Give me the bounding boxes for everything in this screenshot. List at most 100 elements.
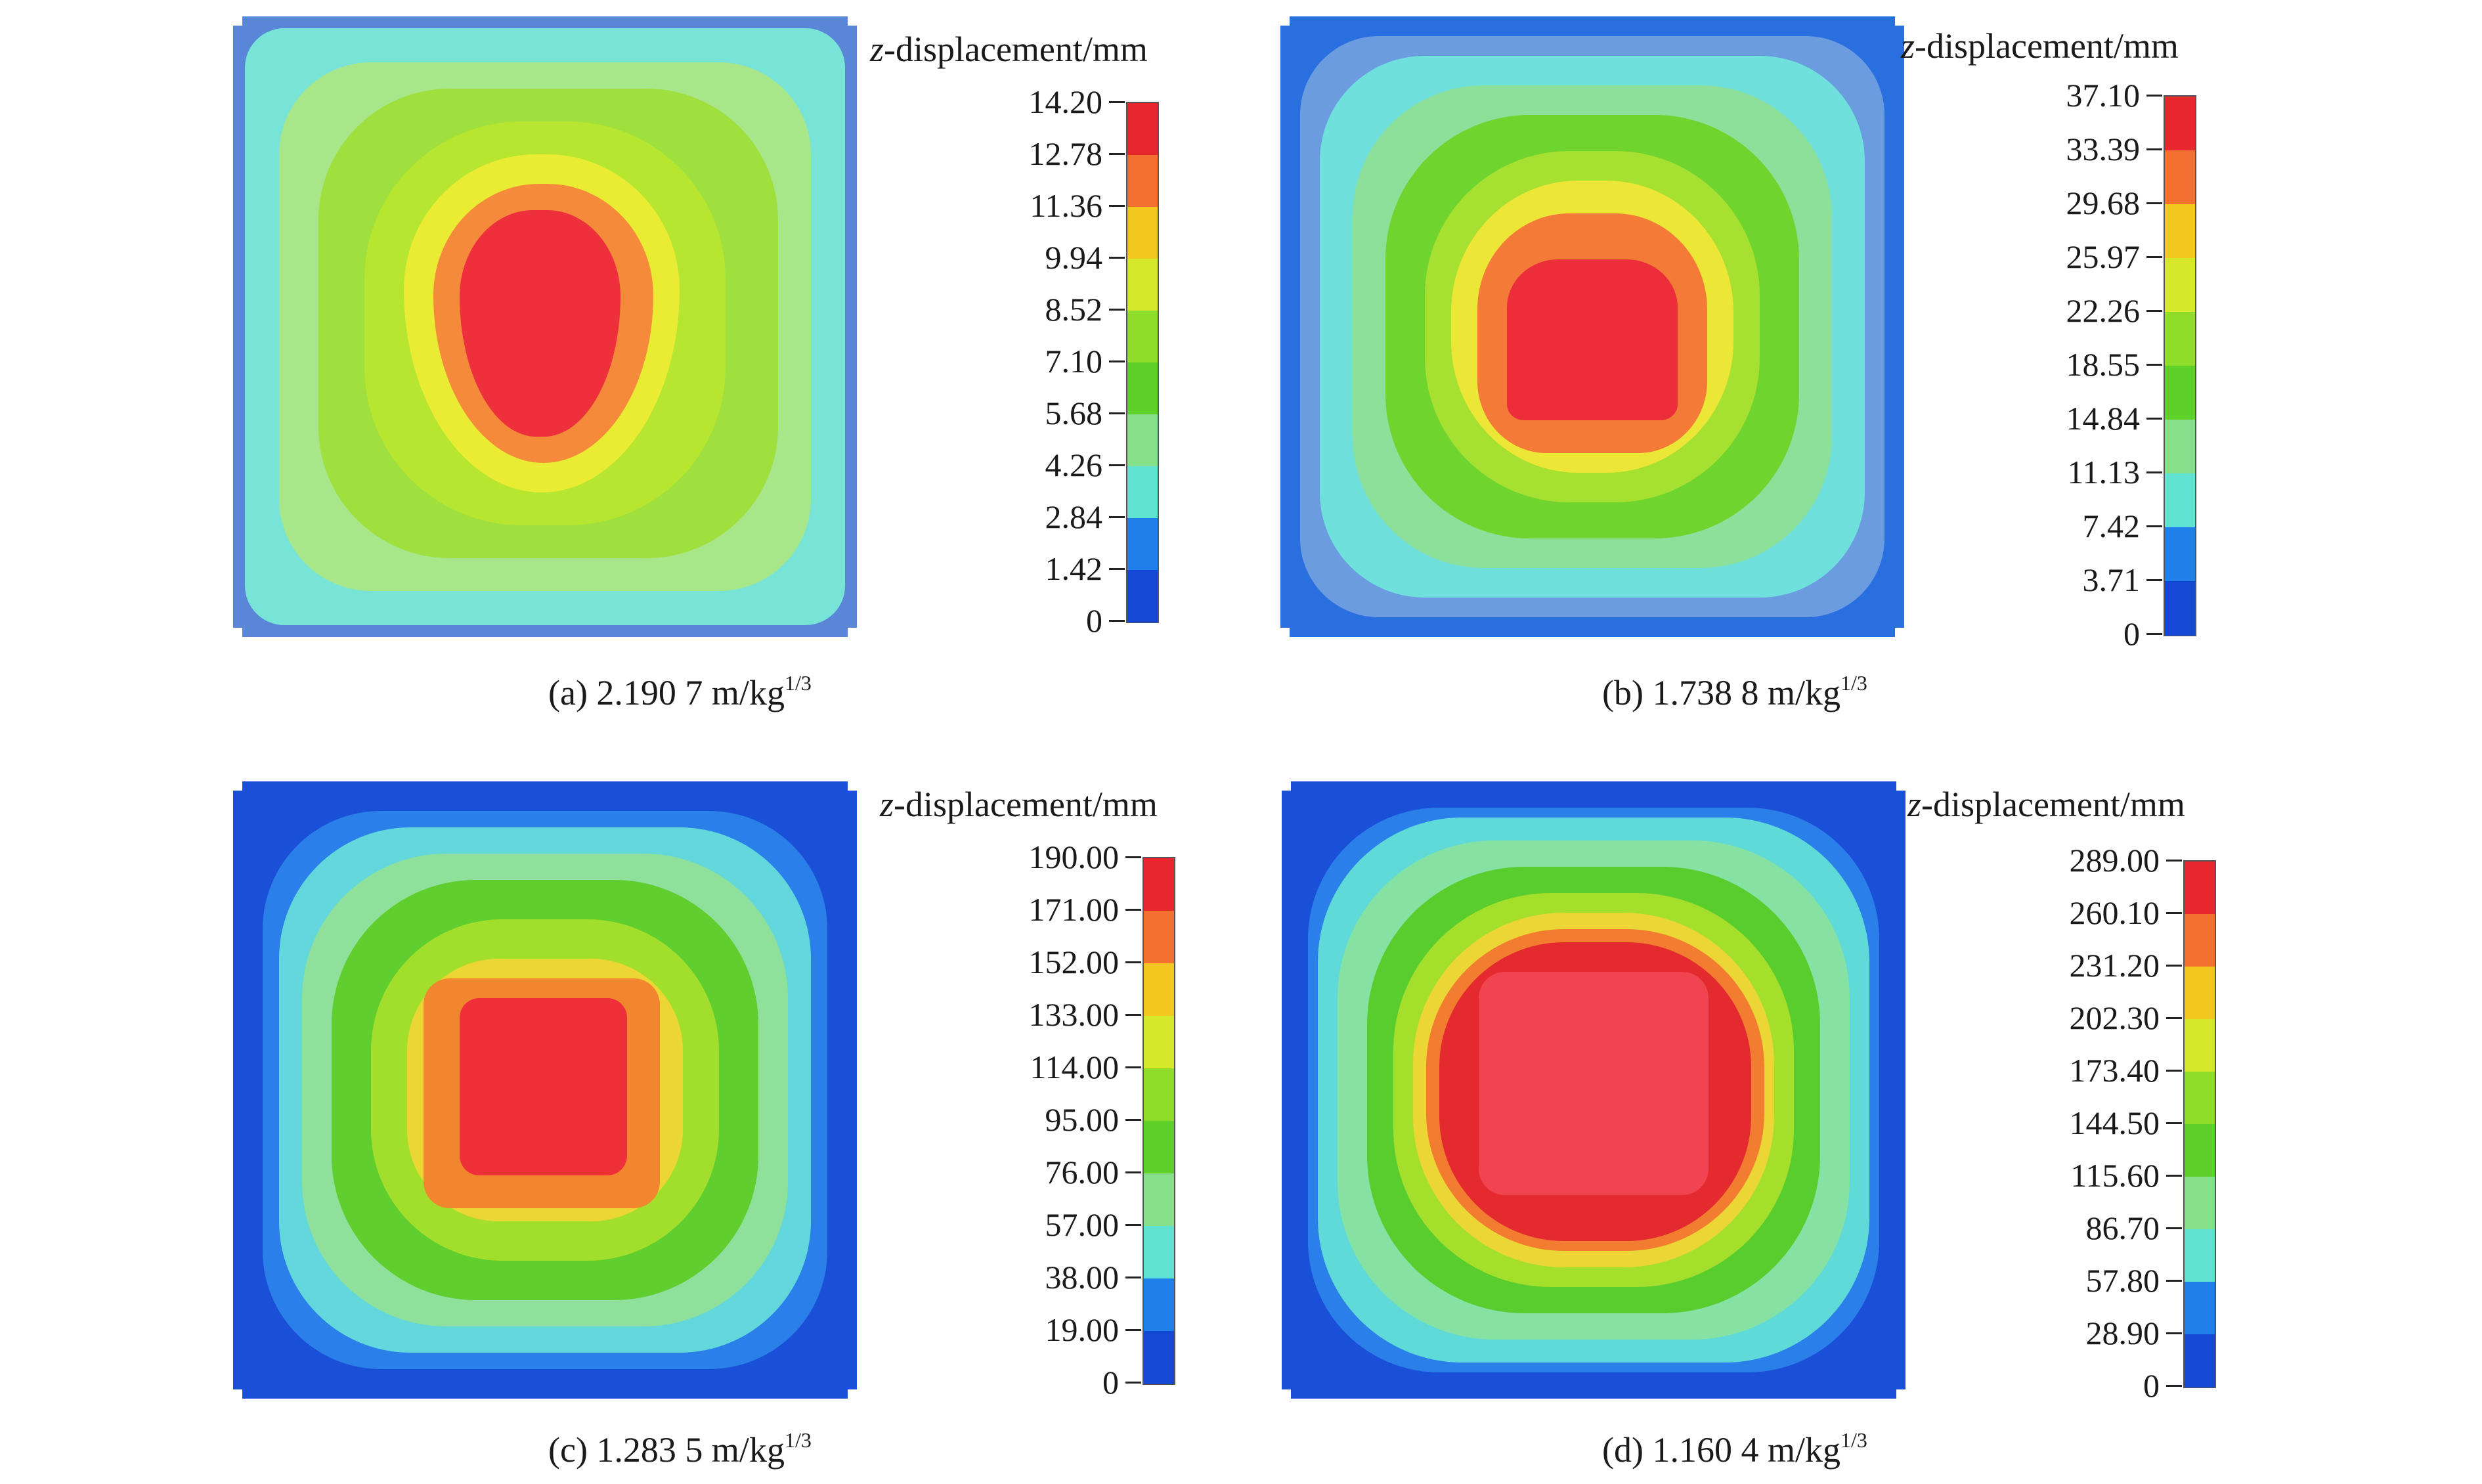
colorbar-tick-label: 95.00: [1045, 1101, 1120, 1138]
colorbar-tick: [1109, 620, 1125, 622]
colorbar-c: [1143, 857, 1175, 1385]
colorbar-segment: [1144, 911, 1174, 964]
colorbar-tick: [1109, 205, 1125, 207]
colorbar-segment: [1127, 414, 1158, 467]
colorbar-tick-label: 86.70: [2085, 1210, 2160, 1246]
colorbar-tick: [1109, 257, 1125, 259]
colorbar-title-d: z-displacement/mm: [1907, 785, 2185, 824]
colorbar-tick-label: 14.84: [2066, 400, 2141, 437]
colorbar-segment: [2185, 1072, 2215, 1125]
colorbar-segment: [2185, 1229, 2215, 1282]
colorbar-segment: [1144, 1121, 1174, 1174]
contour-plate-b: [1280, 16, 1904, 637]
colorbar-tick-label: 260.10: [2069, 894, 2160, 931]
colorbar-tick-label: 22.26: [2066, 292, 2141, 329]
colorbar-tick: [2146, 202, 2162, 204]
colorbar-segment: [1127, 207, 1158, 259]
colorbar-tick: [2146, 95, 2162, 97]
colorbar-segment: [2165, 527, 2195, 582]
colorbar-segment: [2185, 1124, 2215, 1177]
colorbar-tick-label: 1.42: [1045, 550, 1103, 587]
colorbar-tick-label: 11.13: [2067, 454, 2140, 491]
contour-plate-d: [1282, 781, 1905, 1399]
colorbar-title-a: z-displacement/mm: [870, 30, 1148, 69]
panel-c: z-displacement/mm (c) 1.283 5 m/kg1/3 19…: [0, 762, 1175, 1477]
colorbar-tick: [1109, 153, 1125, 155]
colorbar-segment: [2165, 258, 2195, 313]
colorbar-tick: [1125, 1277, 1141, 1278]
colorbar-tick-label: 152.00: [1028, 944, 1120, 980]
colorbar-tick-label: 202.30: [2069, 999, 2160, 1036]
colorbar-segment: [2165, 150, 2195, 205]
caption-b: (b) 1.738 8 m/kg1/3: [1602, 671, 1867, 712]
colorbar-tick-label: 76.00: [1045, 1154, 1120, 1190]
colorbar-tick: [2146, 418, 2162, 420]
colorbar-tick-label: 8.52: [1045, 291, 1103, 328]
colorbar-tick-label: 57.80: [2085, 1262, 2160, 1299]
colorbar-tick-label: 231.20: [2069, 947, 2160, 984]
colorbar-tick: [2166, 1385, 2182, 1387]
colorbar-tick: [2146, 633, 2162, 635]
colorbar-tick-label: 2.84: [1045, 498, 1103, 535]
colorbar-tick-label: 0: [2123, 615, 2140, 652]
colorbar-tick: [2166, 1227, 2182, 1229]
colorbar-tick: [1109, 516, 1125, 518]
colorbar-segment: [2185, 1019, 2215, 1072]
colorbar-segment: [1127, 518, 1158, 571]
colorbar-segment: [2165, 366, 2195, 420]
colorbar-tick: [1125, 1171, 1141, 1173]
colorbar-tick: [2166, 860, 2182, 862]
colorbar-tick-label: 114.00: [1030, 1049, 1119, 1085]
colorbar-segment: [2185, 1177, 2215, 1230]
colorbar-tick: [2146, 471, 2162, 473]
colorbar-tick-label: 173.40: [2069, 1052, 2160, 1089]
colorbar-segment: [1127, 155, 1158, 207]
colorbar-tick-label: 28.90: [2085, 1315, 2160, 1351]
colorbar-tick-label: 289.00: [2069, 842, 2160, 879]
colorbar-b: [2164, 95, 2196, 636]
colorbar-segment: [1144, 858, 1174, 911]
colorbar-segment: [2185, 1334, 2215, 1387]
colorbar-segment: [2165, 420, 2195, 474]
colorbar-tick-label: 4.26: [1045, 447, 1103, 483]
panel-a: z-displacement/mm (a) 2.190 7 m/kg1/3 14…: [0, 0, 1159, 716]
caption-a: (a) 2.190 7 m/kg1/3: [548, 671, 812, 712]
colorbar-tick-label: 0: [1086, 602, 1102, 639]
colorbar-tick: [1109, 101, 1125, 103]
colorbar-segment: [1127, 311, 1158, 363]
caption-c: (c) 1.283 5 m/kg1/3: [548, 1428, 812, 1470]
colorbar-tick: [2166, 1122, 2182, 1124]
colorbar-tick: [1109, 464, 1125, 466]
colorbar-tick: [1125, 1066, 1141, 1068]
colorbar-segment: [1127, 362, 1158, 415]
colorbar-segment: [1127, 466, 1158, 519]
colorbar-segment: [1144, 1016, 1174, 1069]
colorbar-tick: [1125, 1382, 1141, 1384]
colorbar-a: [1126, 102, 1159, 623]
colorbar-tick: [2166, 1017, 2182, 1019]
colorbar-tick-label: 57.00: [1045, 1206, 1120, 1243]
colorbar-tick-label: 144.50: [2069, 1104, 2160, 1141]
colorbar-tick: [1109, 412, 1125, 414]
colorbar-tick-label: 3.71: [2082, 561, 2141, 598]
colorbar-tick: [1125, 1329, 1141, 1331]
colorbar-tick-label: 115.60: [2070, 1157, 2160, 1194]
colorbar-tick: [1109, 568, 1125, 570]
colorbar-tick-label: 37.10: [2066, 77, 2141, 114]
colorbar-tick-label: 7.10: [1045, 343, 1103, 380]
colorbar-tick-label: 190.00: [1028, 839, 1120, 875]
colorbar-tick: [1125, 1119, 1141, 1121]
colorbar-tick-label: 133.00: [1028, 996, 1120, 1033]
colorbar-d: [2183, 860, 2216, 1388]
colorbar-tick-label: 171.00: [1028, 891, 1120, 928]
colorbar-segment: [1144, 1068, 1174, 1122]
colorbar-tick: [2166, 1175, 2182, 1177]
colorbar-tick: [2146, 525, 2162, 527]
contour-plate-c: [233, 781, 857, 1399]
colorbar-tick-label: 11.36: [1030, 187, 1102, 224]
colorbar-segment: [1144, 963, 1174, 1016]
colorbar-segment: [1144, 1278, 1174, 1332]
colorbar-tick: [2146, 579, 2162, 581]
colorbar-tick-label: 0: [1102, 1364, 1119, 1401]
colorbar-segment: [2165, 204, 2195, 259]
